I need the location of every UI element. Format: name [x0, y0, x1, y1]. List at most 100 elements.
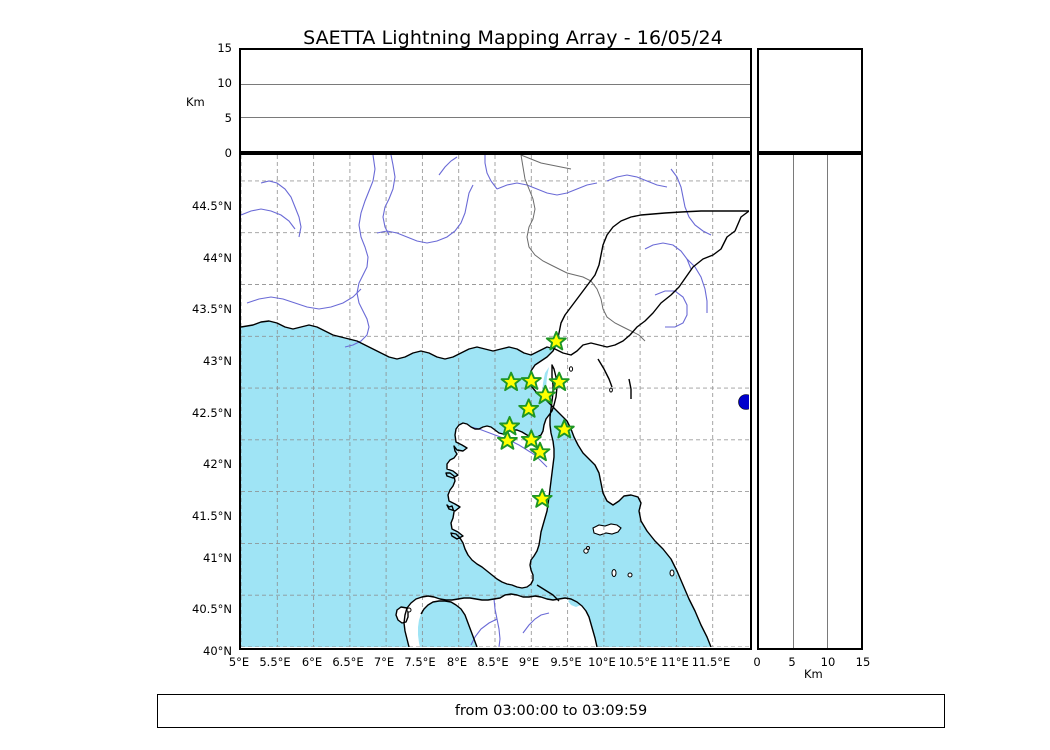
right-panel-axis-label-km: Km — [804, 667, 823, 681]
river-durance — [376, 184, 474, 244]
tick-lon-5.5: 5.5°E — [259, 655, 291, 669]
station-star-01[interactable] — [545, 330, 567, 351]
tick-lon-5: 5°E — [228, 655, 250, 669]
right-panel-gridline-10km — [826, 155, 828, 648]
map-gridlines — [241, 155, 749, 647]
sardinia-ne-coast-detail — [568, 599, 581, 607]
island-elba — [592, 523, 622, 536]
tick-lon-11.5: 11.5°E — [691, 655, 731, 669]
top-panel-gridline-10km — [241, 83, 750, 85]
island-corsica-ne-islet — [609, 387, 613, 393]
station-star-08[interactable] — [553, 419, 575, 439]
coast-corsica — [445, 364, 558, 589]
landmass-corsica — [447, 365, 557, 588]
right-panel-gridline-5km — [792, 155, 794, 648]
coast-france-south — [241, 210, 749, 360]
island-montecristo — [627, 572, 633, 578]
page-title-text: SAETTA Lightning Mapping Array - 16/05/2… — [303, 27, 723, 49]
island-asinara-small — [406, 607, 412, 613]
page-title: SAETTA Lightning Mapping Array - 16/05/2… — [0, 27, 1050, 49]
coast-sardinia — [403, 593, 598, 647]
tick-lon-10.5: 10.5°E — [618, 655, 658, 669]
tick-top-y-0: 0 — [224, 146, 232, 160]
station-star-03[interactable] — [520, 370, 542, 390]
blue-dot-marker[interactable] — [738, 394, 750, 410]
corsica-west-inlet-3 — [447, 501, 460, 511]
status-bar-text: from 03:00:00 to 03:09:59 — [454, 703, 648, 719]
river-italy-2 — [670, 168, 712, 236]
station-star-11[interactable] — [529, 441, 551, 462]
landmass-italy-mainland — [529, 211, 749, 647]
station-star-04[interactable] — [548, 371, 570, 392]
river-tributary-west — [260, 180, 302, 238]
tick-lat-42: 42°N — [203, 457, 232, 471]
tick-lat-43: 43°N — [203, 354, 232, 368]
tick-lat-44: 44°N — [203, 251, 232, 265]
corsica-west-inlet-1 — [454, 442, 467, 451]
river-isere — [438, 156, 458, 176]
coast-sardinia-inner-bay — [420, 600, 478, 647]
river-sardinia-3 — [522, 612, 550, 634]
island-pianosa — [611, 569, 617, 577]
tick-lat-44.5: 44.5°N — [192, 199, 232, 213]
station-star-12[interactable] — [531, 488, 553, 508]
station-star-07[interactable] — [499, 415, 521, 436]
island-capraia — [583, 548, 589, 554]
coast-italy-west — [528, 210, 749, 647]
coast-sardinia-nw-cape — [395, 606, 409, 624]
tick-top-y-5: 5 — [224, 111, 232, 125]
tick-lat-40.5: 40.5°N — [192, 602, 232, 616]
coast-corsica-ne-islet-line — [597, 358, 613, 388]
river-italy-loop — [654, 290, 688, 328]
river-rhone — [344, 155, 376, 348]
map-svg — [241, 155, 749, 647]
tick-right-x-10: 10 — [820, 655, 836, 669]
tick-lon-9.5: 9.5°E — [550, 655, 582, 669]
tick-lon-8.5: 8.5°E — [477, 655, 509, 669]
right-altitude-latitude-panel — [757, 153, 863, 650]
top-panel-axis-label-km: Km — [186, 95, 205, 109]
island-corsica-north-islet — [568, 366, 574, 372]
river-saone — [382, 155, 396, 236]
tick-lat-43.5: 43.5°N — [192, 302, 232, 316]
station-markers-layer — [496, 330, 575, 508]
station-star-06[interactable] — [518, 398, 540, 418]
map-panel[interactable] — [239, 153, 752, 650]
coast-bay-detail-1 — [435, 357, 455, 369]
landmass-sardinia — [404, 594, 597, 647]
tick-lon-7: 7°E — [373, 655, 395, 669]
river-sardinia-1 — [493, 598, 501, 647]
tick-lat-41.5: 41.5°N — [192, 509, 232, 523]
river-west-2 — [241, 208, 296, 230]
river-italy-1 — [606, 174, 668, 188]
river-po-2 — [484, 155, 498, 190]
tick-lon-8: 8°E — [446, 655, 468, 669]
status-bar: from 03:00:00 to 03:09:59 — [157, 694, 945, 728]
tick-lon-9: 9°E — [518, 655, 540, 669]
coast-corsica-ne-line2 — [628, 378, 632, 399]
river-po — [496, 182, 598, 196]
tick-top-y-15: 15 — [217, 41, 232, 55]
border-france-switzerland — [520, 155, 572, 170]
border-france-italy — [520, 155, 646, 342]
tick-lon-6: 6°E — [301, 655, 323, 669]
coast-bay-detail-2 — [487, 351, 505, 362]
station-star-05[interactable] — [534, 384, 556, 405]
borders-layer — [520, 155, 646, 342]
station-star-10[interactable] — [520, 429, 542, 449]
tick-lat-40: 40°N — [203, 644, 232, 658]
island-giglio — [669, 569, 675, 577]
tick-lon-7.5: 7.5°E — [404, 655, 436, 669]
tick-top-y-10: 10 — [217, 76, 232, 90]
tick-lon-6.5: 6.5°E — [332, 655, 364, 669]
tick-lat-41: 41°N — [203, 551, 232, 565]
tick-right-x-15: 15 — [855, 655, 871, 669]
tick-right-x-0: 0 — [753, 655, 761, 669]
tick-right-x-5: 5 — [788, 655, 796, 669]
top-altitude-longitude-panel — [239, 48, 752, 153]
coastlines-layer — [241, 210, 749, 647]
tick-lat-42.5: 42.5°N — [192, 406, 232, 420]
station-star-02[interactable] — [500, 371, 522, 392]
station-star-09[interactable] — [496, 430, 518, 450]
coast-corsica-se-line — [536, 584, 560, 602]
